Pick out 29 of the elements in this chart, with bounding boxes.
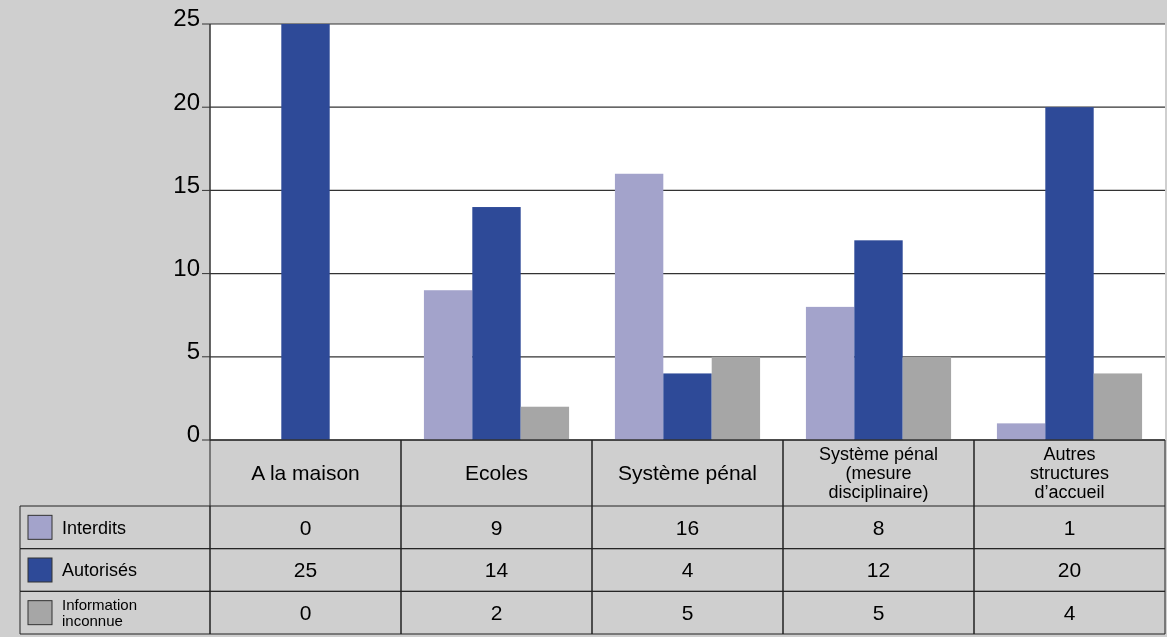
x-tick-label: Système pénal xyxy=(618,461,757,485)
legend-label: Interdits xyxy=(62,517,127,538)
x-tick-label: Autres structures d’accueil xyxy=(1029,444,1110,503)
data-label: 8 xyxy=(872,515,885,539)
data-label: 20 xyxy=(1057,558,1082,582)
legend-label: Information inconnue xyxy=(62,595,138,629)
x-tick-label: Système pénal (mesure disciplinaire) xyxy=(818,444,939,503)
data-label: 2 xyxy=(490,601,503,625)
data-label: 25 xyxy=(293,558,318,582)
data-label: 12 xyxy=(866,558,891,582)
data-label: 0 xyxy=(299,515,312,539)
y-tick-label: 20 xyxy=(173,87,200,115)
x-tick-label: A la maison xyxy=(251,461,360,485)
data-label: 0 xyxy=(299,601,312,625)
y-tick-label: 25 xyxy=(173,4,200,32)
data-label: 9 xyxy=(490,515,503,539)
data-label: 5 xyxy=(681,601,694,625)
data-label: 1 xyxy=(1063,515,1076,539)
data-label: 4 xyxy=(1063,601,1076,625)
data-label: 4 xyxy=(681,558,694,582)
y-tick-label: 5 xyxy=(186,337,200,365)
data-label: 14 xyxy=(484,558,509,582)
x-tick-label: Ecoles xyxy=(464,461,529,485)
data-label: 16 xyxy=(675,515,700,539)
y-tick-label: 0 xyxy=(186,420,200,448)
y-tick-label: 15 xyxy=(173,170,200,198)
data-label: 5 xyxy=(872,601,885,625)
y-tick-label: 10 xyxy=(173,254,200,281)
legend-label: Autorisés xyxy=(62,560,138,581)
